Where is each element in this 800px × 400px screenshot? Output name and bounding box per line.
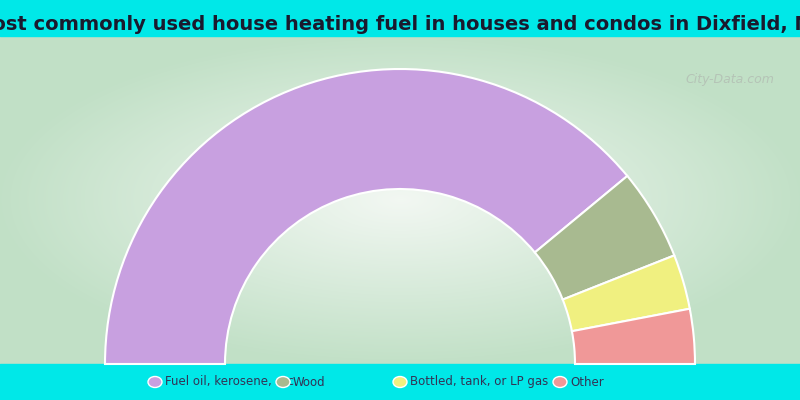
Ellipse shape (393, 376, 407, 388)
Text: Most commonly used house heating fuel in houses and condos in Dixfield, ME: Most commonly used house heating fuel in… (0, 16, 800, 34)
Wedge shape (562, 256, 690, 331)
Text: Fuel oil, kerosene, etc.: Fuel oil, kerosene, etc. (165, 376, 298, 388)
Ellipse shape (276, 376, 290, 388)
Wedge shape (535, 176, 674, 300)
Text: Bottled, tank, or LP gas: Bottled, tank, or LP gas (410, 376, 548, 388)
Text: City-Data.com: City-Data.com (685, 74, 774, 86)
Ellipse shape (148, 376, 162, 388)
Text: Other: Other (570, 376, 604, 388)
Text: Wood: Wood (293, 376, 326, 388)
Wedge shape (105, 69, 627, 364)
Wedge shape (572, 309, 695, 364)
Ellipse shape (553, 376, 567, 388)
